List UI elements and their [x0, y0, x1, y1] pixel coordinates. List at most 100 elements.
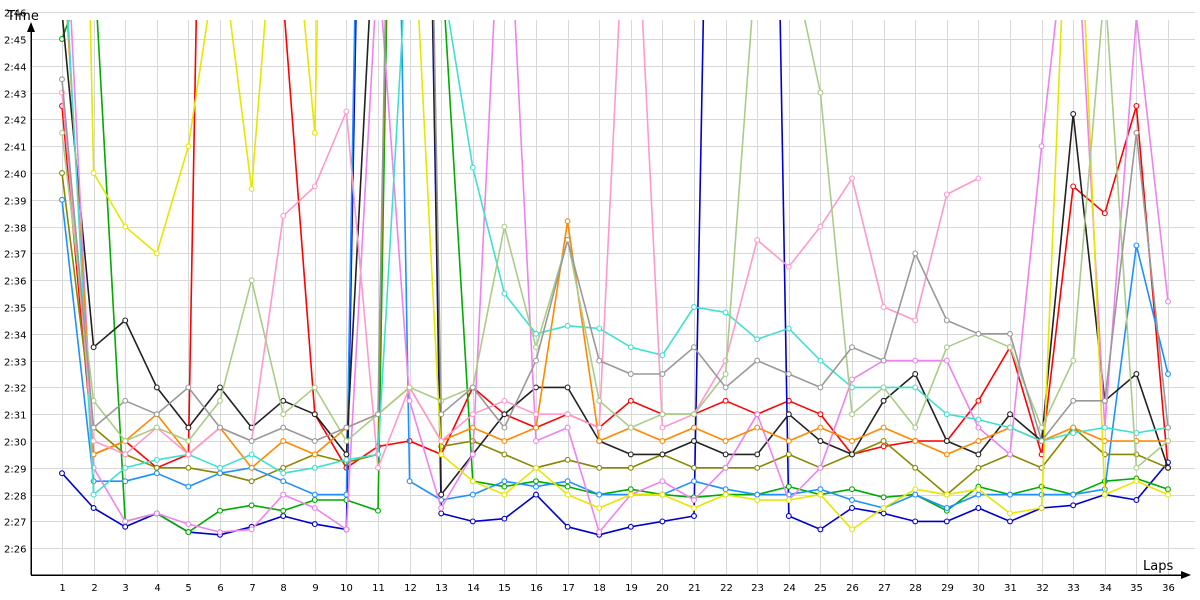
y-tick-label: 2:36	[4, 277, 26, 288]
y-tick-label: 2:26	[4, 545, 26, 556]
data-point	[501, 223, 508, 230]
data-point	[722, 486, 729, 493]
data-point	[943, 438, 950, 444]
data-point	[217, 470, 223, 477]
data-point	[280, 478, 287, 485]
data-point	[596, 397, 603, 404]
series-line	[61, 20, 1169, 536]
data-point	[943, 357, 950, 364]
data-point	[217, 464, 223, 471]
data-point	[1070, 183, 1077, 190]
data-point	[817, 486, 824, 493]
data-point	[501, 483, 508, 490]
data-point	[943, 411, 950, 418]
data-point	[596, 357, 603, 364]
data-point	[406, 384, 413, 391]
data-point	[533, 344, 539, 351]
data-point	[627, 344, 634, 351]
data-point	[849, 411, 855, 418]
data-point	[691, 464, 697, 471]
data-point	[691, 505, 697, 511]
data-point	[90, 491, 97, 498]
data-point	[722, 371, 729, 377]
data-point	[1070, 502, 1077, 509]
data-point	[501, 491, 508, 498]
data-point	[1007, 424, 1013, 431]
data-point	[248, 502, 255, 509]
data-point	[975, 330, 982, 337]
data-point	[627, 397, 634, 404]
data-point	[1133, 371, 1140, 377]
data-point	[1133, 242, 1140, 249]
series-line	[61, 20, 979, 469]
x-tick-label: 31	[1004, 583, 1017, 594]
data-point	[975, 486, 982, 493]
data-point	[722, 397, 729, 404]
data-point	[501, 515, 508, 522]
x-tick-label: 5	[185, 583, 191, 594]
data-point	[311, 464, 318, 471]
data-point	[280, 470, 287, 477]
data-point	[754, 336, 761, 343]
y-tick-label: 2:42	[4, 116, 26, 127]
data-point	[627, 464, 634, 471]
series-line	[61, 20, 1169, 509]
data-point	[1165, 486, 1171, 493]
x-tick-label: 26	[846, 583, 859, 594]
data-point	[469, 491, 476, 498]
series-9	[89, 20, 1171, 533]
data-point	[153, 424, 160, 431]
data-point	[122, 438, 129, 444]
data-point	[912, 384, 919, 391]
data-point	[1133, 478, 1140, 485]
data-point	[691, 497, 697, 503]
x-tick-label: 11	[372, 583, 385, 594]
data-point	[375, 464, 381, 471]
data-point	[153, 250, 160, 257]
y-tick-label: 2:31	[4, 411, 26, 422]
series-6	[61, 20, 1171, 498]
data-point	[280, 438, 287, 444]
data-point	[564, 456, 571, 463]
data-point	[90, 424, 97, 431]
data-point	[280, 411, 287, 418]
data-point	[343, 451, 350, 458]
data-point	[849, 376, 855, 383]
data-point	[912, 317, 919, 324]
data-point	[533, 478, 539, 485]
data-point	[943, 505, 950, 511]
data-point	[817, 526, 824, 533]
y-axis-title: Time	[6, 9, 39, 24]
data-point	[533, 438, 539, 444]
data-point	[1038, 505, 1045, 511]
data-point	[596, 464, 603, 471]
x-tick-label: 21	[688, 583, 701, 594]
data-point	[880, 438, 887, 444]
data-point	[438, 411, 445, 418]
data-point	[943, 518, 950, 525]
x-tick-label: 18	[593, 583, 606, 594]
data-point	[90, 170, 97, 176]
x-tick-label: 6	[217, 583, 223, 594]
data-point	[311, 438, 318, 444]
data-point	[1133, 103, 1140, 109]
data-point	[1165, 438, 1171, 444]
x-tick-label: 14	[467, 583, 480, 594]
x-tick-label: 4	[154, 583, 160, 594]
data-point	[754, 357, 761, 364]
data-point	[90, 505, 97, 511]
data-point	[1101, 491, 1108, 498]
data-point	[596, 438, 603, 444]
data-point	[59, 170, 65, 176]
data-point	[343, 108, 350, 115]
data-point	[217, 424, 223, 431]
data-point	[280, 491, 287, 498]
series-13	[59, 20, 1171, 444]
series-line	[66, 20, 1168, 469]
y-tick-label: 2:28	[4, 492, 26, 503]
data-point	[311, 451, 318, 458]
data-point	[469, 411, 476, 418]
data-point	[185, 384, 192, 391]
data-point	[975, 424, 982, 431]
